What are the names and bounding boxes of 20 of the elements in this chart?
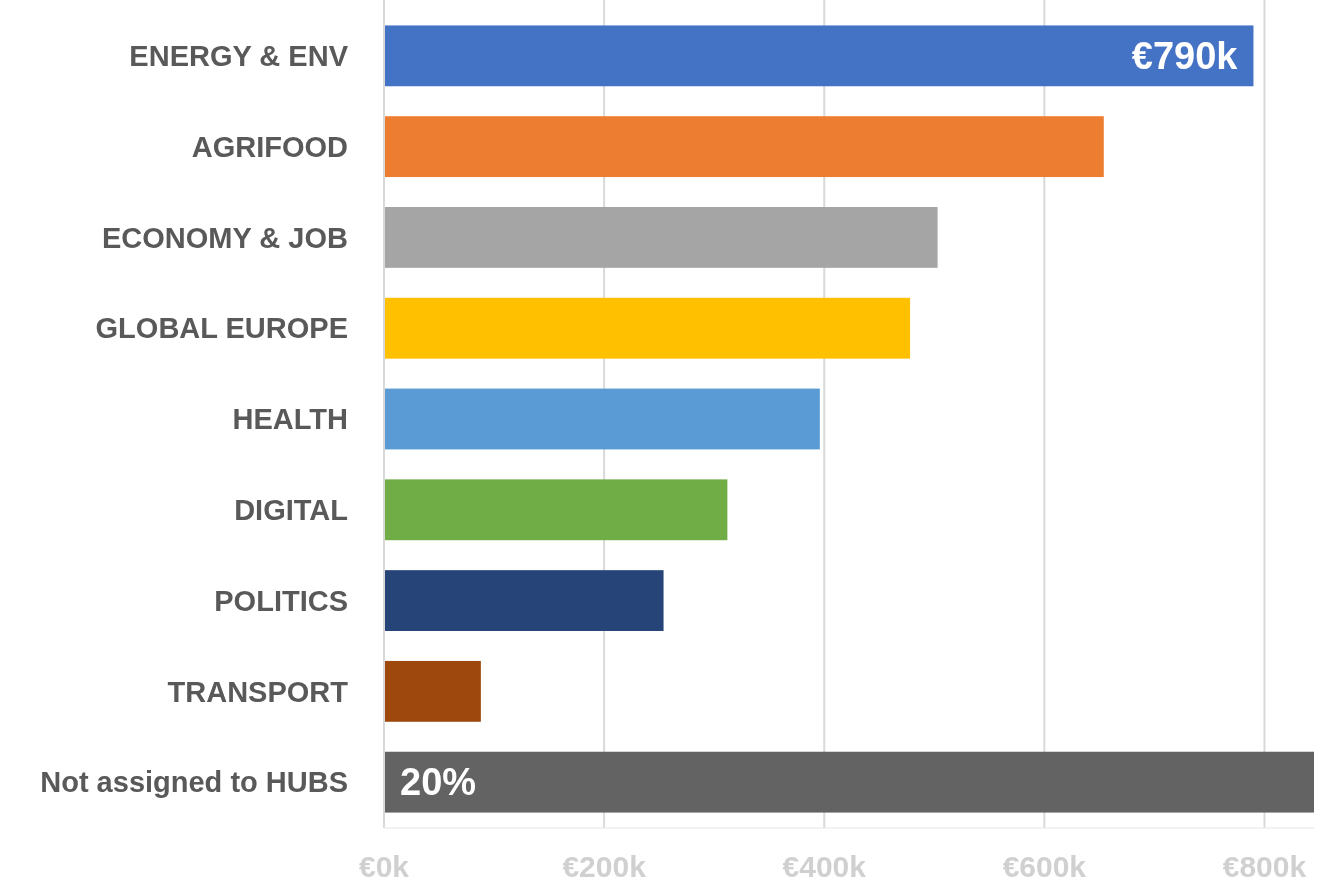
bar — [384, 297, 911, 359]
bar — [384, 116, 1104, 178]
bar — [384, 660, 481, 722]
annotation: 20% — [400, 761, 477, 804]
bar — [384, 479, 728, 541]
bar — [384, 25, 1254, 87]
y-tick-label: ENERGY & ENV — [129, 40, 349, 72]
y-tick-label: HEALTH — [232, 403, 348, 436]
y-tick-label: DIGITAL — [234, 493, 348, 526]
y-tick-label: Not assigned to HUBS — [40, 766, 348, 799]
bar — [384, 388, 820, 450]
y-tick-label: ECONOMY & JOB — [101, 221, 348, 254]
bar — [384, 570, 664, 631]
y-tick-label: TRANSPORT — [167, 675, 349, 708]
bar — [384, 207, 938, 268]
y-tick-label: AGRIFOOD — [191, 130, 348, 163]
data-label: €790k — [1131, 35, 1239, 78]
bar — [384, 751, 1314, 813]
y-tick-label: GLOBAL EUROPE — [95, 312, 348, 345]
y-tick-label: POLITICS — [214, 584, 348, 617]
